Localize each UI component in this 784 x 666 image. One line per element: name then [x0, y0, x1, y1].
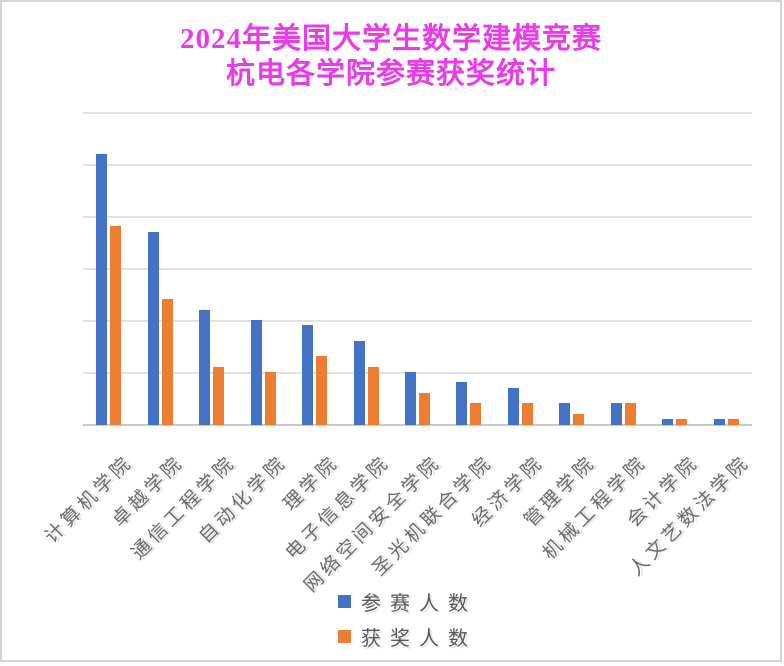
legend-label-participants: 参赛人数 — [361, 592, 477, 615]
legend-swatch-awarded — [338, 629, 351, 643]
legend: 参赛人数 获奖人数 — [338, 588, 477, 658]
bar-awarded-12 — [727, 418, 739, 425]
bar-participants-9 — [559, 403, 571, 425]
gridline — [83, 164, 752, 166]
bar-awarded-5 — [367, 366, 379, 425]
gridline — [83, 112, 752, 114]
legend-label-awarded: 获奖人数 — [361, 627, 477, 650]
bar-participants-5 — [353, 340, 365, 425]
bar-awarded-7 — [470, 403, 482, 425]
chart-title-line1: 2024年美国大学生数学建模竞赛 — [179, 23, 602, 55]
gridline — [83, 268, 752, 270]
x-axis-line — [83, 424, 752, 426]
bar-awarded-3 — [264, 372, 276, 425]
gridline — [83, 320, 752, 322]
bar-participants-0 — [96, 153, 108, 425]
bar-participants-12 — [713, 418, 725, 425]
bar-participants-2 — [199, 309, 211, 425]
bar-awarded-1 — [161, 299, 173, 425]
bar-awarded-9 — [573, 413, 585, 425]
bar-participants-1 — [147, 231, 159, 425]
bar-participants-4 — [302, 325, 314, 425]
bar-participants-6 — [405, 372, 416, 425]
bar-participants-10 — [610, 403, 622, 425]
bar-awarded-6 — [419, 392, 430, 425]
bar-awarded-8 — [521, 403, 533, 425]
bar-participants-7 — [456, 382, 468, 425]
legend-item-participants: 参赛人数 — [338, 588, 477, 615]
legend-swatch-participants — [338, 594, 351, 608]
bar-participants-11 — [662, 418, 674, 425]
bar-participants-3 — [250, 320, 262, 425]
gridline — [83, 216, 752, 218]
legend-item-awarded: 获奖人数 — [338, 623, 477, 650]
bar-awarded-11 — [676, 418, 688, 425]
bar-awarded-10 — [624, 403, 636, 425]
bar-participants-8 — [507, 387, 519, 425]
chart-title-line2: 杭电各学院参赛获奖统计 — [225, 58, 556, 90]
chart-title: 2024年美国大学生数学建模竞赛 杭电各学院参赛获奖统计 — [2, 22, 780, 92]
gridline — [83, 372, 752, 374]
bar-awarded-4 — [316, 356, 328, 425]
bar-awarded-0 — [110, 226, 122, 425]
bar-awarded-2 — [213, 366, 225, 425]
